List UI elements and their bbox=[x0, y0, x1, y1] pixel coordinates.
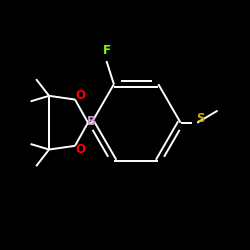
Text: O: O bbox=[76, 143, 86, 156]
Text: O: O bbox=[76, 89, 86, 102]
Text: F: F bbox=[102, 44, 110, 57]
Text: S: S bbox=[196, 112, 204, 126]
Text: B: B bbox=[87, 115, 96, 128]
